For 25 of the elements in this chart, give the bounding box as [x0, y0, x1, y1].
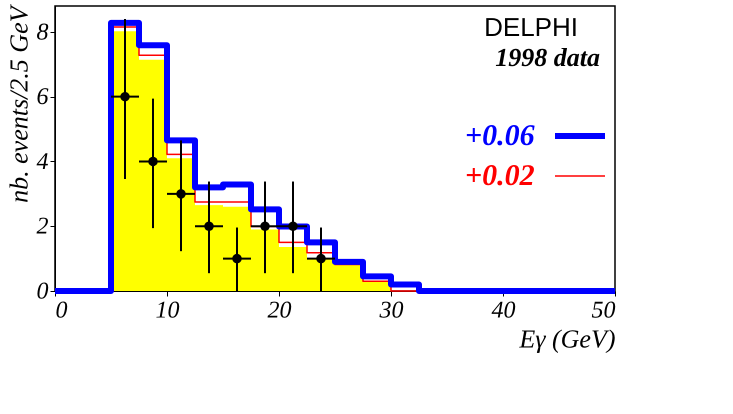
point: [316, 254, 326, 264]
point: [288, 221, 298, 231]
point: [260, 221, 270, 231]
x-tick-label: 40: [492, 298, 516, 324]
point: [232, 254, 242, 264]
y-tick-label: 4: [36, 148, 48, 175]
y-tick-label: 6: [36, 84, 48, 110]
annotation: 1998 data: [495, 43, 600, 72]
x-tick-label: 10: [156, 298, 180, 324]
x-axis-title: Eγ (GeV): [518, 324, 616, 354]
point: [204, 221, 214, 231]
x-tick-label: 30: [378, 298, 404, 324]
point: [148, 156, 158, 166]
x-tick-label: 20: [268, 298, 292, 324]
y-axis-title: nb. events/2.5 GeV: [4, 3, 34, 203]
y-tick-label: 2: [36, 214, 48, 240]
annotation: DELPHI: [484, 12, 578, 42]
point: [120, 92, 130, 102]
y-tick-label: 0: [36, 278, 48, 304]
x-tick-label: 50: [592, 298, 616, 324]
legend-label: +0.06: [465, 119, 535, 152]
legend-label: +0.02: [465, 159, 535, 192]
y-tick-label: 8: [36, 19, 48, 46]
x-tick-label: 0: [56, 298, 68, 324]
point: [176, 189, 186, 199]
